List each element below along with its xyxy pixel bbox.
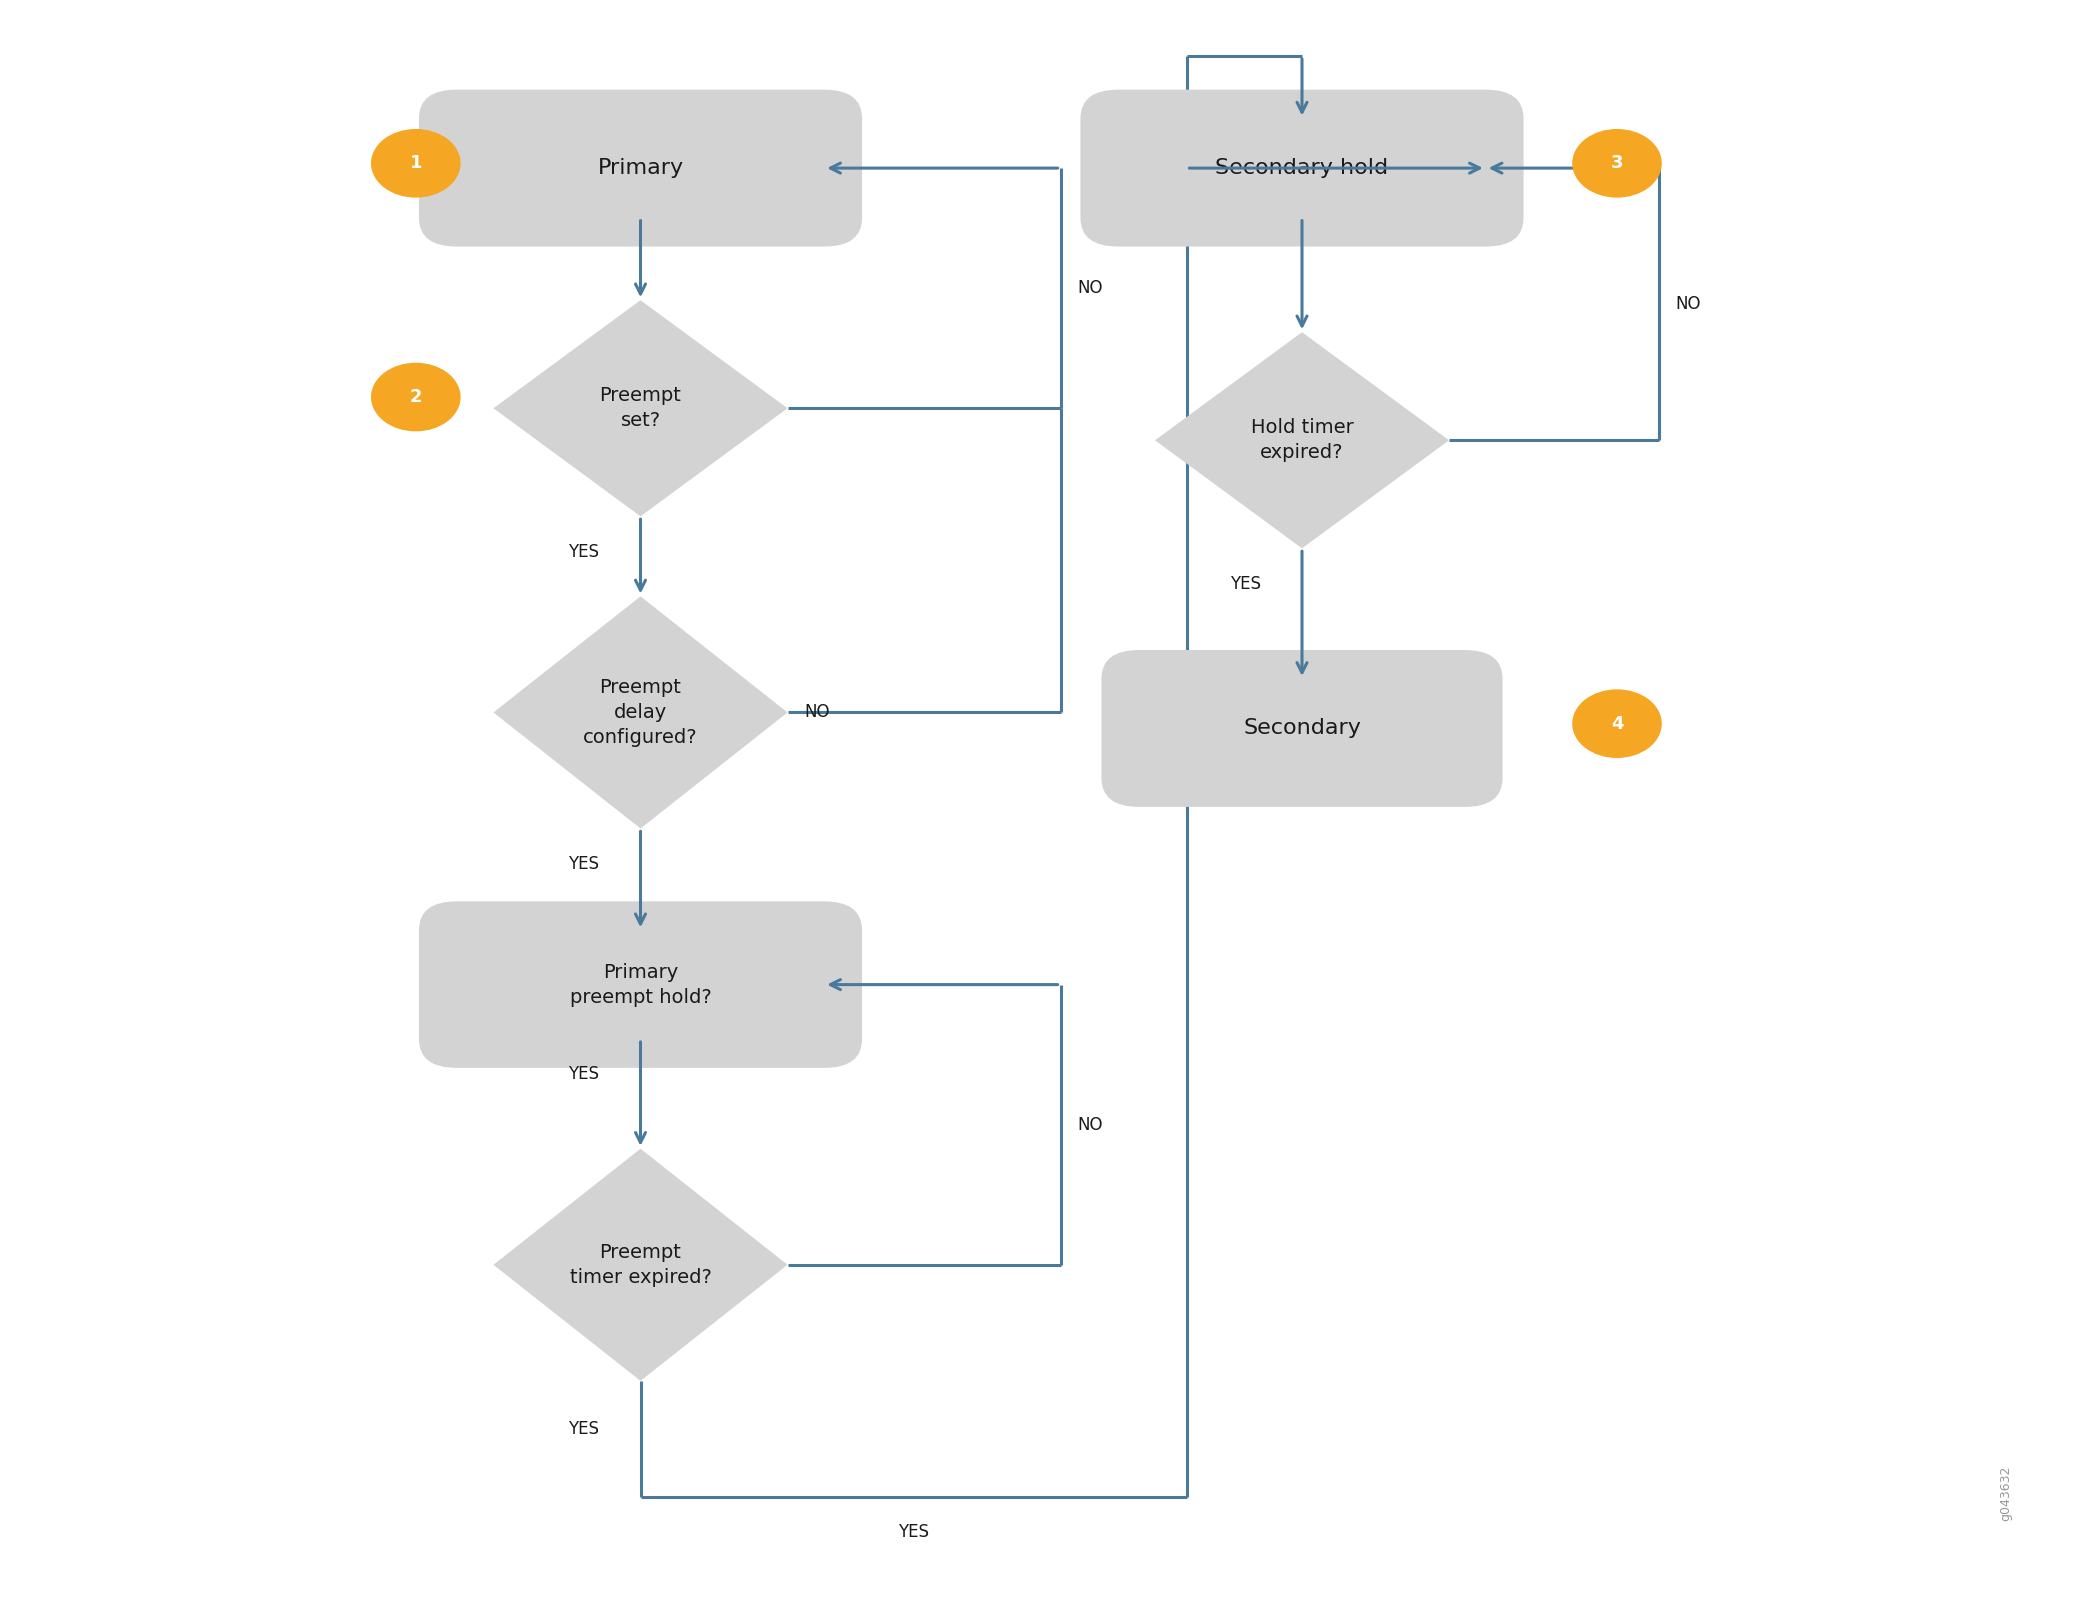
Text: YES: YES [569, 1065, 598, 1084]
Text: g043632: g043632 [1999, 1465, 2012, 1521]
Text: 1: 1 [410, 154, 422, 173]
Text: YES: YES [1231, 575, 1260, 592]
Text: Primary: Primary [596, 158, 685, 178]
Polygon shape [494, 299, 788, 516]
Text: Preempt
delay
configured?: Preempt delay configured? [584, 677, 697, 748]
FancyBboxPatch shape [1079, 90, 1522, 247]
Polygon shape [494, 1150, 788, 1380]
Text: NO: NO [1676, 295, 1701, 314]
Text: 4: 4 [1611, 714, 1623, 733]
Text: YES: YES [899, 1523, 928, 1542]
Text: YES: YES [569, 855, 598, 873]
Text: Preempt
timer expired?: Preempt timer expired? [569, 1242, 712, 1287]
Text: Primary
preempt hold?: Primary preempt hold? [569, 962, 712, 1007]
Text: Hold timer
expired?: Hold timer expired? [1252, 418, 1352, 463]
Text: NO: NO [804, 703, 830, 722]
Text: NO: NO [1077, 1116, 1102, 1134]
Circle shape [1573, 690, 1661, 757]
Polygon shape [494, 596, 788, 828]
Text: Secondary: Secondary [1243, 719, 1361, 738]
Circle shape [372, 363, 460, 431]
Text: NO: NO [1077, 279, 1102, 298]
FancyBboxPatch shape [420, 901, 861, 1068]
FancyBboxPatch shape [1100, 650, 1504, 807]
Circle shape [1573, 130, 1661, 197]
Text: YES: YES [569, 1420, 598, 1438]
Text: 3: 3 [1611, 154, 1623, 173]
FancyBboxPatch shape [420, 90, 861, 247]
Text: Preempt
set?: Preempt set? [601, 386, 680, 431]
Text: YES: YES [569, 543, 598, 560]
Text: 2: 2 [410, 387, 422, 407]
Text: Secondary hold: Secondary hold [1216, 158, 1388, 178]
Polygon shape [1155, 331, 1449, 548]
Circle shape [372, 130, 460, 197]
